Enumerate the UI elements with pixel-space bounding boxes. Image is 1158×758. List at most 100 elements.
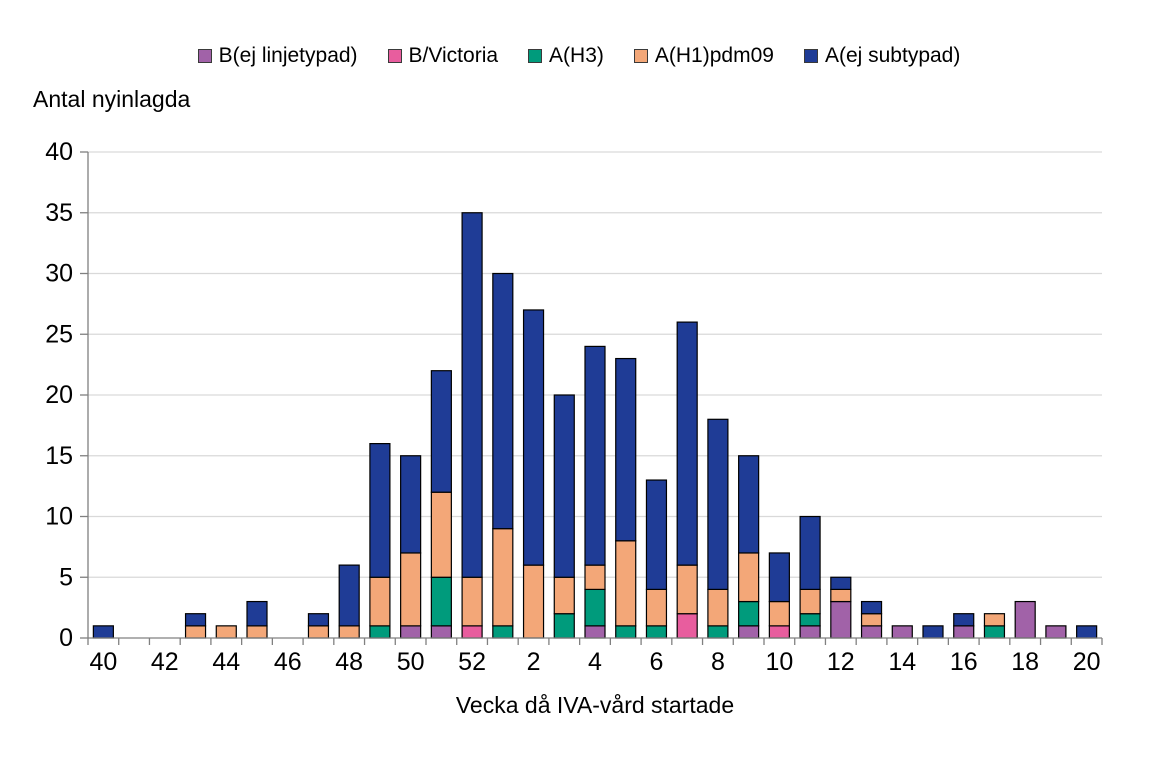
bar-segment bbox=[430, 370, 452, 493]
legend-item: A(H3) bbox=[528, 44, 604, 68]
bar-segment bbox=[799, 613, 821, 627]
bar-segment bbox=[922, 625, 944, 639]
x-tick-label: 40 bbox=[89, 648, 117, 676]
legend-swatch bbox=[633, 49, 648, 63]
bar-segment bbox=[738, 600, 760, 627]
bar-segment bbox=[338, 564, 360, 627]
x-tick-label: 4 bbox=[588, 648, 602, 676]
bar-segment bbox=[953, 625, 975, 639]
bar-segment bbox=[246, 625, 268, 639]
bar-segment bbox=[799, 588, 821, 615]
bar-segment bbox=[615, 540, 637, 627]
bar-segment bbox=[338, 625, 360, 639]
x-tick-label: 14 bbox=[888, 648, 916, 676]
bar-segment bbox=[738, 552, 760, 603]
bar-segment bbox=[215, 625, 237, 639]
legend-label: A(H1)pdm09 bbox=[654, 44, 774, 67]
bar-segment bbox=[830, 588, 852, 603]
bar-segment bbox=[860, 613, 883, 627]
bar-segment bbox=[738, 455, 760, 554]
y-tick-label: 30 bbox=[45, 260, 73, 288]
bar-segment bbox=[1045, 625, 1067, 639]
bar-segment bbox=[584, 564, 606, 590]
legend-item: A(H1)pdm09 bbox=[633, 44, 774, 68]
bar-segment bbox=[860, 600, 883, 615]
y-tick-label: 15 bbox=[45, 442, 73, 470]
x-tick-label: 6 bbox=[650, 648, 664, 676]
bar-segment bbox=[830, 600, 852, 639]
bar-segment bbox=[707, 625, 729, 639]
bar-segment bbox=[584, 588, 606, 627]
bar-segment bbox=[492, 272, 514, 530]
legend-item: B/Victoria bbox=[387, 44, 499, 68]
legend-label: B/Victoria bbox=[408, 44, 499, 67]
bar-segment bbox=[645, 625, 668, 639]
bar-segment bbox=[553, 576, 575, 615]
legend-swatch bbox=[528, 49, 543, 63]
bar-segment bbox=[645, 479, 668, 590]
x-axis-title: Vecka då IVA-vård startade bbox=[455, 692, 735, 718]
bar-segment bbox=[983, 613, 1006, 627]
bar-segment bbox=[246, 600, 268, 627]
bar-segment bbox=[953, 613, 975, 627]
x-tick-label: 46 bbox=[274, 648, 302, 676]
bar-segment bbox=[830, 576, 852, 590]
x-tick-label: 50 bbox=[397, 648, 425, 676]
bar-segment bbox=[522, 564, 545, 639]
bar-segment bbox=[676, 321, 698, 566]
bar-segment bbox=[461, 625, 483, 639]
bar-segment bbox=[369, 576, 391, 627]
legend-label: A(ej subtypad) bbox=[824, 44, 961, 67]
bar-segment bbox=[553, 613, 575, 639]
legend-label: A(H3) bbox=[549, 44, 604, 67]
bar-segment bbox=[369, 625, 391, 639]
bar-segment bbox=[676, 613, 698, 639]
bar-segment bbox=[891, 625, 913, 639]
legend-item: B(ej linjetypad) bbox=[197, 44, 358, 68]
bar-segment bbox=[430, 625, 452, 639]
bar-segment bbox=[400, 552, 422, 627]
bar-segment bbox=[615, 625, 637, 639]
legend-item: A(ej subtypad) bbox=[803, 44, 961, 68]
legend-label: B(ej linjetypad) bbox=[218, 44, 358, 67]
bar-segment bbox=[307, 613, 330, 627]
bar-segment bbox=[400, 625, 422, 639]
bar-segment bbox=[584, 625, 606, 639]
x-tick-label: 10 bbox=[765, 648, 793, 676]
bar-segment bbox=[430, 491, 452, 578]
bar-segment bbox=[307, 625, 330, 639]
x-tick-label: 52 bbox=[458, 648, 486, 676]
y-axis-title: Antal nyinlagda bbox=[33, 86, 191, 112]
y-tick-label: 10 bbox=[45, 503, 73, 531]
bar-segment bbox=[768, 600, 790, 627]
x-tick-label: 2 bbox=[527, 648, 541, 676]
y-tick-label: 20 bbox=[45, 381, 73, 409]
legend: B(ej linjetypad) B/Victoria A(H3) A(H1)pdm0… bbox=[0, 44, 1158, 68]
bar-segment bbox=[799, 515, 821, 591]
bar-segment bbox=[461, 212, 483, 578]
bar-segment bbox=[184, 625, 207, 639]
bar-segment bbox=[400, 455, 422, 554]
y-tick-label: 0 bbox=[59, 624, 73, 652]
bar-segment bbox=[707, 588, 729, 627]
y-tick-label: 35 bbox=[45, 199, 73, 227]
bar-segment bbox=[92, 625, 114, 639]
bar-segment bbox=[492, 625, 514, 639]
bar-segment bbox=[461, 576, 483, 627]
legend-swatch bbox=[387, 49, 402, 63]
bar-segment bbox=[676, 564, 698, 615]
x-tick-label: 8 bbox=[711, 648, 725, 676]
x-tick-label: 42 bbox=[151, 648, 179, 676]
bar-segment bbox=[584, 345, 606, 566]
bar-segment bbox=[983, 625, 1006, 639]
x-tick-label: 20 bbox=[1073, 648, 1101, 676]
x-tick-label: 18 bbox=[1011, 648, 1039, 676]
x-tick-label: 44 bbox=[212, 648, 240, 676]
y-tick-label: 40 bbox=[45, 138, 73, 166]
bar-segment bbox=[860, 625, 883, 639]
bar-segment bbox=[522, 309, 545, 566]
bar-segment bbox=[553, 394, 575, 578]
bar-segment bbox=[768, 625, 790, 639]
bar-segment bbox=[738, 625, 760, 639]
